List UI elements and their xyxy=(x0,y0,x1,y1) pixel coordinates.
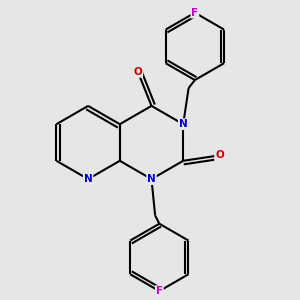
Text: O: O xyxy=(134,67,142,77)
Text: N: N xyxy=(147,174,156,184)
Text: O: O xyxy=(215,150,224,161)
Text: N: N xyxy=(179,119,188,129)
Text: F: F xyxy=(191,8,198,18)
Text: F: F xyxy=(156,286,163,296)
Text: N: N xyxy=(84,174,92,184)
